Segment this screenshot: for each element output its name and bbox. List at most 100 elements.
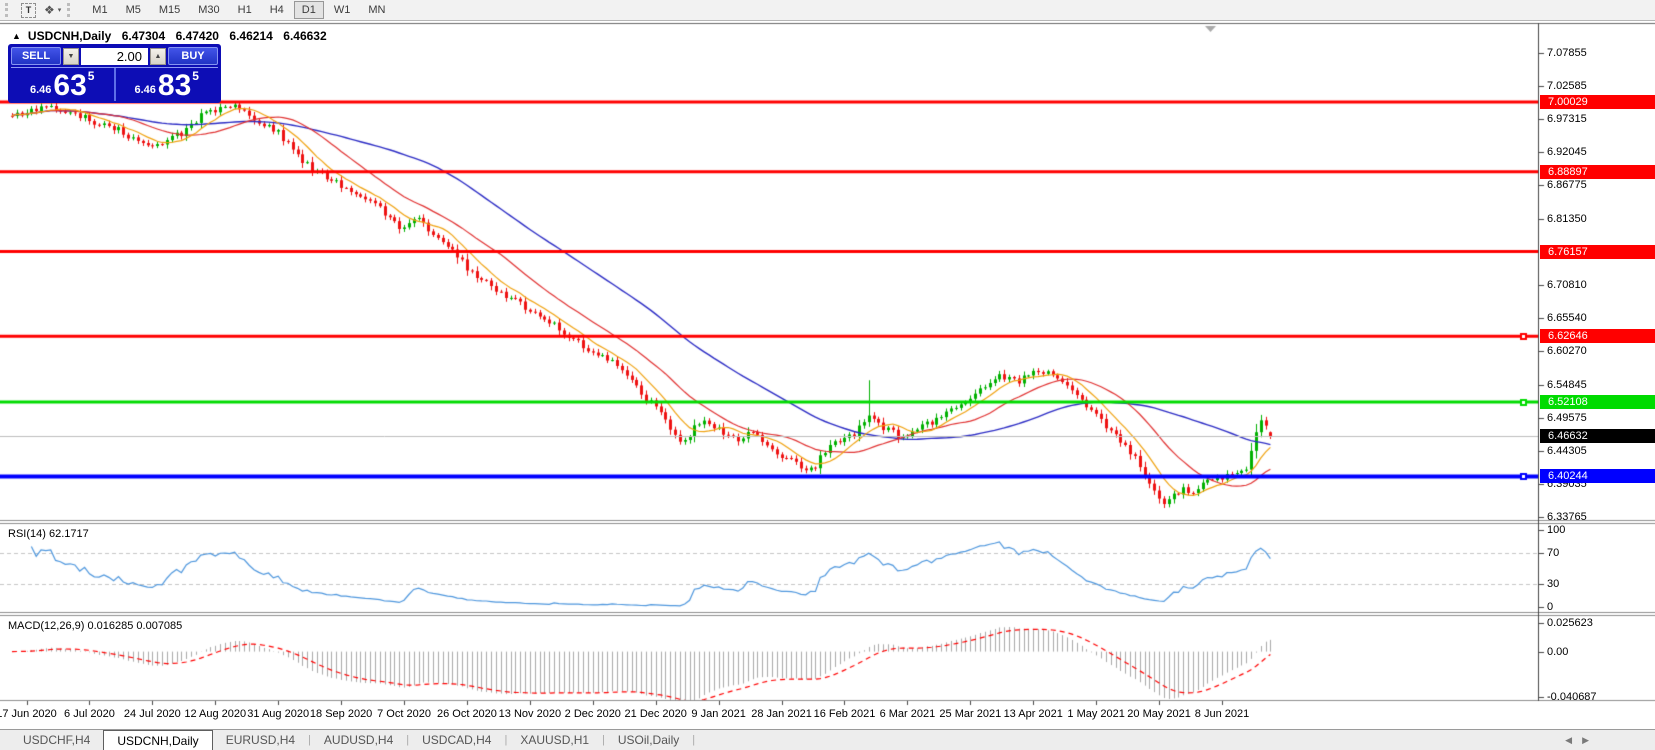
tab-scroll-right-button[interactable]: ▶ (1582, 735, 1589, 746)
dropdown-caret-icon: ▾ (57, 7, 62, 14)
tab-separator: | (504, 734, 508, 746)
time-axis-label: 8 Jun 2021 (1194, 708, 1250, 720)
tab-separator: | (692, 734, 696, 746)
lot-size-input[interactable]: 2.00 (81, 47, 148, 65)
time-axis-label: 13 Apr 2021 (1003, 708, 1063, 720)
timeframe-button-d1[interactable]: D1 (293, 1, 324, 19)
hline-price-label: 6.52108 (1540, 395, 1655, 410)
hline-price-label: 6.88897 (1540, 164, 1655, 179)
tab-scroll-left-button[interactable]: ◀ (1565, 735, 1572, 746)
time-axis-label: 12 Aug 2020 (184, 708, 247, 720)
chart-title: USDCNH,Daily 6.47304 6.47420 6.46214 6.4… (28, 27, 333, 45)
timeframe-button-w1[interactable]: W1 (326, 1, 359, 19)
sell-price-display[interactable]: 6.46 63 5 (11, 68, 114, 101)
right-arrow-icon: ▶ (1582, 734, 1589, 745)
one-click-trading-panel: SELL ▼ 2.00 ▲ BUY 6.46 63 5 6.46 83 5 (8, 44, 221, 103)
price-axis-tick: 7.02585 (1547, 80, 1587, 92)
chart-tab-usoil-daily[interactable]: USOil,Daily (617, 733, 680, 747)
diamond-arrows-icon: ❖ (44, 3, 55, 17)
time-axis-label: 31 Aug 2020 (247, 708, 310, 720)
chart-header: ▲ USDCNH,Daily 6.47304 6.47420 6.46214 6… (12, 27, 333, 45)
price-axis-tick: 6.44305 (1547, 444, 1587, 457)
price-axis-tick: 6.33765 (1547, 511, 1587, 523)
price-axis-tick: 6.65540 (1547, 312, 1587, 324)
trade-panel-prices: 6.46 63 5 6.46 83 5 (11, 67, 218, 101)
rsi-scale-tick: 70 (1547, 547, 1560, 560)
sell-button[interactable]: SELL (11, 47, 61, 65)
time-axis-label: 2 Dec 2020 (564, 708, 621, 720)
hline-price-label: 6.76157 (1540, 244, 1655, 259)
rsi-scale-tick: 0 (1547, 601, 1554, 613)
timeframe-button-h1[interactable]: H1 (230, 1, 260, 19)
chart-tab-usdcnh-daily[interactable]: USDCNH,Daily (103, 730, 213, 750)
current-price-label: 6.46632 (1540, 429, 1655, 444)
tab-scroll-arrows: ◀ ▶ (1565, 735, 1655, 746)
objects-tool-button[interactable]: ❖ ▾ (40, 3, 65, 17)
toolbar-grip-2[interactable] (67, 3, 74, 17)
macd-scale-tick: 0.00 (1547, 645, 1569, 658)
time-axis-label: 21 Dec 2020 (624, 708, 687, 720)
chart-high-value: 6.47420 (175, 29, 219, 43)
chart-low-value: 6.46214 (229, 29, 273, 43)
price-axis-tick: 6.70810 (1547, 279, 1587, 291)
chart-tab-xauusd-h1[interactable]: XAUUSD,H1 (520, 733, 590, 747)
chart-tab-usdcad-h4[interactable]: USDCAD,H4 (422, 733, 492, 747)
rsi-scale-tick: 30 (1547, 577, 1560, 590)
timeframe-button-h4[interactable]: H4 (262, 1, 292, 19)
time-axis-label: 16 Feb 2021 (813, 708, 876, 720)
chart-tab-eurusd-h4[interactable]: EURUSD,H4 (225, 733, 296, 747)
collapse-panel-icon[interactable]: ▲ (12, 31, 21, 41)
price-axis-tick: 7.07855 (1547, 47, 1587, 59)
timeframe-button-m1[interactable]: M1 (84, 1, 115, 19)
buy-price-display[interactable]: 6.46 83 5 (113, 68, 219, 102)
time-axis-label: 13 Nov 2020 (498, 708, 562, 720)
hline-price-label: 7.00029 (1540, 95, 1655, 109)
sell-price-sup: 5 (87, 69, 95, 83)
time-axis-label: 1 May 2021 (1067, 708, 1125, 720)
time-axis-label: 24 Jul 2020 (123, 708, 181, 720)
sell-price-big: 63 (53, 69, 87, 102)
up-caret-icon: ▲ (154, 52, 162, 60)
trade-panel-controls: SELL ▼ 2.00 ▲ BUY (11, 46, 218, 66)
buy-price-sup: 5 (192, 69, 199, 83)
timeframe-button-m5[interactable]: M5 (118, 1, 149, 19)
time-axis-label: 20 May 2021 (1127, 708, 1191, 720)
time-axis-label: 25 Mar 2021 (939, 708, 1002, 720)
price-axis-tick: 6.60270 (1547, 345, 1587, 357)
toolbar-grip[interactable] (5, 3, 12, 17)
time-axis-label: 6 Mar 2021 (879, 708, 936, 720)
chart-tab-usdchf-h4[interactable]: USDCHF,H4 (23, 733, 91, 747)
chart-open-value: 6.47304 (121, 29, 166, 43)
timeframe-button-m30[interactable]: M30 (190, 1, 227, 19)
time-axis-label: 18 Sep 2020 (309, 708, 373, 720)
timeframe-button-m15[interactable]: M15 (151, 1, 188, 19)
left-arrow-icon: ◀ (1565, 734, 1573, 745)
time-axis-label: 28 Jan 2021 (751, 708, 812, 720)
lot-decrease-button[interactable]: ▼ (63, 47, 79, 65)
text-label-tool-button[interactable]: T (17, 2, 40, 19)
buy-price-big: 83 (157, 69, 192, 102)
chart-symbol-period: USDCNH,Daily (27, 29, 112, 43)
toolbar: T ❖ ▾ M1 M5 M15 M30 H1 H4 D1 W1 MN (0, 0, 1655, 21)
timeframe-button-mn[interactable]: MN (360, 1, 393, 19)
buy-button[interactable]: BUY (168, 47, 218, 65)
text-tool-icon: T (21, 2, 36, 18)
time-axis-label: 17 Jun 2020 (0, 708, 57, 720)
time-axis-label: 9 Jan 2021 (691, 708, 746, 720)
chart-close-value: 6.46632 (283, 29, 327, 43)
chart-tab-audusd-h4[interactable]: AUDUSD,H4 (323, 733, 394, 747)
rsi-indicator-label: RSI(14) 62.1717 (8, 528, 89, 540)
tab-separator: | (406, 734, 410, 746)
price-axis-tick: 6.54845 (1547, 378, 1587, 391)
time-axis-label: 7 Oct 2020 (377, 708, 431, 720)
buy-price-small: 6.46 (134, 84, 156, 96)
macd-scale-tick: 0.025623 (1547, 617, 1593, 629)
time-axis-label: 6 Jul 2020 (64, 708, 115, 720)
tab-separator: | (308, 734, 311, 746)
lot-increase-button[interactable]: ▲ (150, 47, 166, 65)
hline-price-label: 6.40244 (1540, 469, 1655, 484)
chart-tab-bar: USDCHF,H4 USDCNH,Daily EURUSD,H4 | AUDUSD,H4… (0, 729, 1655, 750)
timeframe-group: M1 M5 M15 M30 H1 H4 D1 W1 MN (83, 1, 394, 19)
